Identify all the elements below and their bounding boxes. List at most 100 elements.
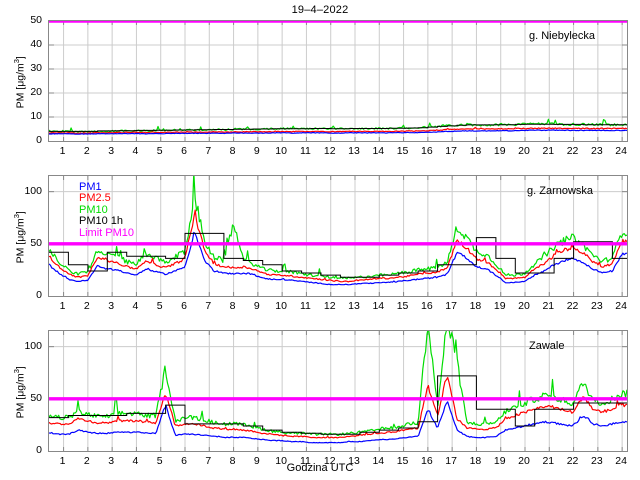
y-tick-label: 0 bbox=[36, 134, 42, 146]
panel-niebylecka bbox=[48, 20, 628, 142]
x-tick-label: 18 bbox=[469, 455, 482, 467]
legend: PM1 PM2.5 PM10 PM10 1h Limit PM10 bbox=[79, 181, 135, 239]
x-tick-label: 14 bbox=[372, 300, 385, 312]
x-tick-label: 2 bbox=[83, 300, 90, 312]
x-tick-label: 15 bbox=[396, 300, 409, 312]
x-tick-label: 23 bbox=[591, 300, 603, 312]
x-tick-label: 5 bbox=[156, 455, 163, 467]
x-tick-label: 5 bbox=[156, 300, 163, 312]
x-tick-label: 13 bbox=[348, 300, 360, 312]
y-tick-label: 100 bbox=[24, 339, 42, 352]
y-tick-label: 0 bbox=[36, 289, 42, 301]
x-tick-label: 13 bbox=[348, 145, 360, 157]
x-tick-label: 3 bbox=[108, 300, 115, 312]
x-tick-label: 24 bbox=[615, 145, 627, 157]
x-tick-label: 2 bbox=[83, 145, 90, 157]
x-tick-label: 20 bbox=[518, 455, 530, 467]
x-tick-label: 10 bbox=[275, 300, 287, 312]
x-tick-label: 21 bbox=[542, 455, 555, 467]
x-tick-label: 6 bbox=[181, 300, 187, 312]
x-tick-label: 1 bbox=[59, 455, 66, 467]
x-tick-label: 22 bbox=[566, 455, 579, 467]
x-tick-label: 2 bbox=[83, 455, 90, 467]
x-tick-label: 16 bbox=[421, 145, 433, 157]
figure-title: 19–4–2022 bbox=[291, 4, 349, 16]
x-tick-label: 15 bbox=[396, 455, 409, 467]
x-tick-label: 22 bbox=[566, 145, 579, 157]
x-tick-label: 6 bbox=[181, 145, 187, 157]
x-tick-label: 24 bbox=[615, 455, 627, 467]
x-tick-label: 20 bbox=[518, 300, 530, 312]
y-tick-label: 0 bbox=[36, 444, 42, 456]
x-tick-label: 7 bbox=[205, 455, 212, 467]
plot-area-zarnowska bbox=[49, 176, 627, 296]
x-tick-label: 8 bbox=[229, 455, 236, 467]
station-label-niebylecka: g. Niebylecka bbox=[529, 30, 596, 42]
x-tick-label: 21 bbox=[542, 145, 555, 157]
x-tick-label: 9 bbox=[253, 300, 260, 312]
y-label-sup-1: 3 bbox=[11, 214, 21, 219]
x-tick-label: 5 bbox=[156, 145, 163, 157]
x-tick-label: 12 bbox=[323, 145, 336, 157]
y-tick-label: 40 bbox=[30, 38, 42, 50]
y-tick-label: 100 bbox=[24, 184, 42, 197]
x-tick-label: 1 bbox=[59, 145, 66, 157]
x-tick-label: 10 bbox=[275, 145, 287, 157]
x-tick-label: 18 bbox=[469, 145, 482, 157]
x-tick-label: 9 bbox=[253, 455, 260, 467]
x-tick-label: 20 bbox=[518, 145, 530, 157]
y-tick-label: 50 bbox=[30, 14, 42, 26]
panel-zarnowska bbox=[48, 175, 628, 297]
station-label-zarnowska: g. Zarnowska bbox=[527, 185, 594, 197]
x-tick-label: 8 bbox=[229, 145, 236, 157]
x-tick-label: 7 bbox=[205, 145, 212, 157]
x-tick-label: 11 bbox=[299, 455, 311, 467]
x-tick-label: 11 bbox=[299, 145, 311, 157]
x-tick-label: 23 bbox=[591, 455, 603, 467]
plot-area-zawale bbox=[49, 331, 627, 451]
x-tick-label: 3 bbox=[108, 145, 115, 157]
x-tick-label: 16 bbox=[421, 455, 433, 467]
x-tick-label: 12 bbox=[323, 300, 336, 312]
x-axis-label: Godzina UTC bbox=[286, 462, 354, 474]
y-tick-label: 20 bbox=[30, 86, 42, 98]
y-label-close-1: ] bbox=[14, 211, 27, 215]
panel-zawale bbox=[48, 330, 628, 452]
plot-area-niebylecka bbox=[49, 21, 627, 141]
x-tick-label: 3 bbox=[108, 455, 115, 467]
x-tick-label: 19 bbox=[493, 455, 506, 467]
legend-item-pm10-1h: PM10 1h bbox=[79, 215, 124, 228]
x-tick-label: 23 bbox=[591, 145, 603, 157]
y-label-sup-2: 3 bbox=[11, 369, 21, 374]
x-tick-label: 1 bbox=[59, 300, 66, 312]
legend-item-pm1: PM1 bbox=[79, 181, 102, 193]
x-tick-label: 19 bbox=[493, 300, 506, 312]
x-tick-label: 14 bbox=[372, 455, 385, 467]
x-tick-label: 6 bbox=[181, 455, 187, 467]
x-tick-label: 13 bbox=[348, 455, 360, 467]
x-tick-label: 15 bbox=[396, 145, 409, 157]
x-tick-label: 9 bbox=[253, 145, 260, 157]
y-tick-label: 30 bbox=[30, 62, 42, 74]
y-tick-label: 50 bbox=[30, 391, 42, 404]
x-tick-label: 7 bbox=[205, 300, 212, 312]
x-tick-label: 17 bbox=[445, 455, 457, 467]
legend-item-limit: Limit PM10 bbox=[79, 226, 135, 239]
legend-item-pm25: PM2.5 bbox=[79, 192, 111, 205]
y-tick-label: 10 bbox=[30, 110, 42, 122]
x-tick-label: 10 bbox=[275, 455, 287, 467]
x-tick-label: 18 bbox=[469, 300, 482, 312]
x-tick-label: 21 bbox=[542, 300, 555, 312]
y-label-close-0: ] bbox=[14, 56, 27, 60]
station-label-zawale: Zawale bbox=[529, 340, 565, 352]
legend-item-pm10: PM10 bbox=[79, 203, 108, 216]
y-label-close-2: ] bbox=[14, 366, 27, 370]
x-tick-label: 4 bbox=[132, 145, 139, 157]
x-tick-label: 8 bbox=[229, 300, 236, 312]
x-tick-label: 16 bbox=[421, 300, 433, 312]
x-tick-label: 14 bbox=[372, 145, 385, 157]
x-tick-label: 22 bbox=[566, 300, 579, 312]
x-tick-label: 4 bbox=[132, 455, 139, 467]
x-tick-label: 19 bbox=[493, 145, 506, 157]
